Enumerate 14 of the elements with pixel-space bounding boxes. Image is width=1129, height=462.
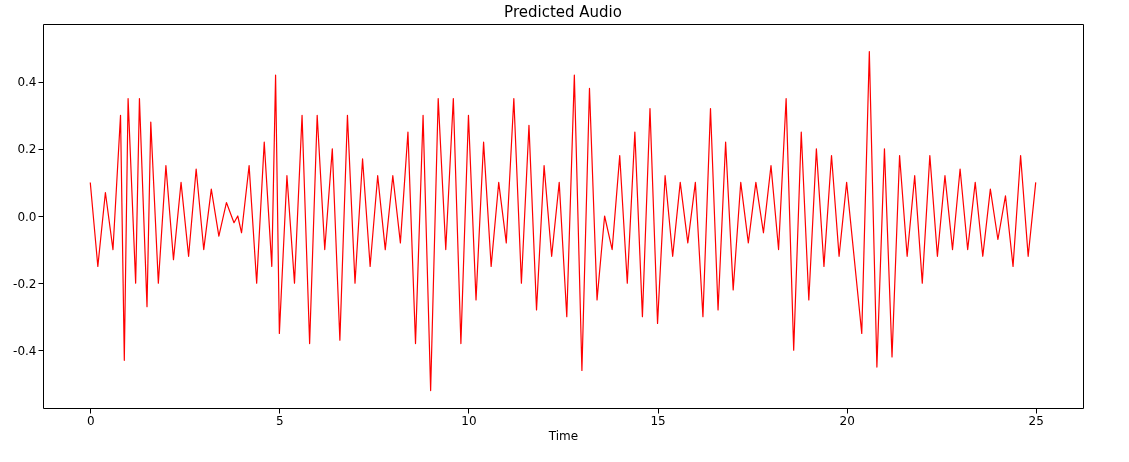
x-axis-title: Time: [547, 428, 579, 443]
y-tick-label: -0.2: [13, 276, 37, 291]
x-tick-label: 5: [276, 413, 284, 428]
x-tick-label: 25: [1028, 413, 1044, 428]
y-tick-label: -0.4: [13, 343, 37, 358]
x-tick-label: 0: [86, 413, 95, 428]
y-tick-label: 0.2: [17, 142, 37, 157]
y-tick-label: 0.4: [17, 75, 37, 90]
chart-title: Predicted Audio: [504, 3, 622, 21]
x-tick-label: 10: [461, 413, 477, 428]
x-tick-label: 15: [650, 413, 666, 428]
y-tick-label: 0.0: [17, 209, 37, 224]
line-series: [89, 50, 1037, 392]
x-tick-label: 20: [839, 413, 855, 428]
